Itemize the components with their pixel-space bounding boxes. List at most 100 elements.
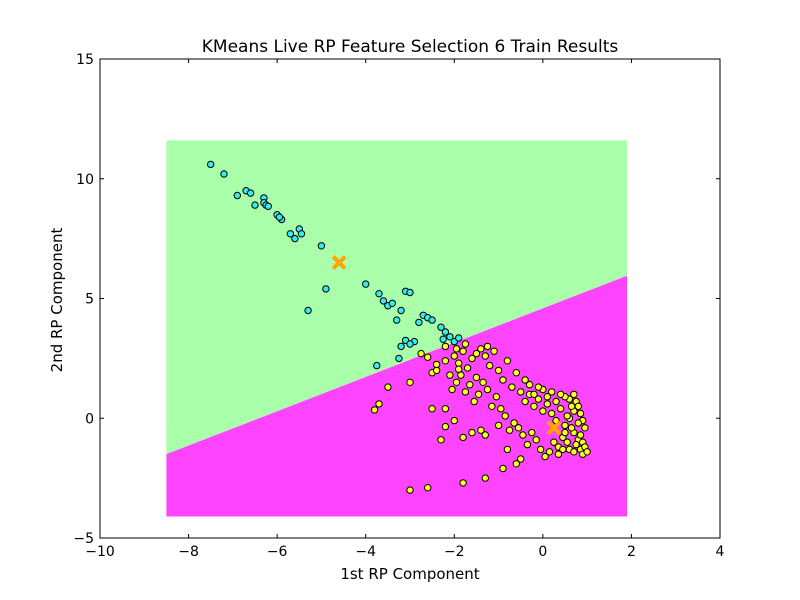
data-point-cluster-1: [556, 405, 565, 413]
data-point-cluster-1: [428, 405, 436, 413]
data-point-cluster-0: [406, 340, 414, 348]
data-point-cluster-1: [455, 359, 463, 367]
data-point-cluster-1: [536, 445, 545, 454]
data-point-cluster-1: [459, 479, 467, 487]
data-point-cluster-1: [567, 424, 576, 432]
data-point-cluster-0: [286, 230, 295, 238]
data-point-cluster-0: [297, 230, 306, 238]
data-point-cluster-1: [468, 428, 476, 437]
data-point-cluster-0: [415, 318, 423, 327]
data-point-cluster-1: [505, 426, 514, 434]
data-point-cluster-1: [499, 464, 507, 473]
y-tick-label: −5: [73, 531, 94, 547]
data-point-cluster-1: [517, 388, 525, 396]
data-point-cluster-1: [461, 388, 470, 396]
data-point-cluster-0: [322, 285, 330, 293]
data-point-cluster-1: [581, 424, 589, 432]
data-point-cluster-1: [521, 376, 529, 384]
data-point-cluster-1: [567, 402, 576, 410]
data-point-cluster-1: [452, 345, 461, 353]
data-point-cluster-1: [499, 376, 507, 384]
data-point-cluster-0: [439, 335, 447, 343]
data-point-cluster-1: [501, 412, 509, 420]
data-point-cluster-0: [397, 306, 405, 315]
data-point-cluster-1: [446, 371, 454, 379]
data-point-cluster-1: [472, 349, 481, 358]
data-point-cluster-1: [514, 424, 523, 432]
chart-title: KMeans Live RP Feature Selection 6 Train…: [202, 37, 619, 57]
data-point-cluster-1: [534, 395, 543, 403]
data-point-cluster-0: [264, 202, 272, 211]
x-tick-label: 2: [627, 544, 636, 560]
data-point-cluster-1: [490, 347, 498, 355]
data-point-cluster-1: [483, 385, 492, 394]
data-point-cluster-1: [450, 416, 458, 425]
data-point-cluster-1: [459, 433, 467, 442]
data-point-cluster-1: [517, 455, 525, 463]
data-point-cluster-0: [291, 234, 299, 243]
data-point-cluster-1: [525, 381, 534, 389]
data-point-cluster-1: [519, 431, 527, 439]
centroid-marker: [331, 255, 347, 270]
data-point-cluster-1: [572, 440, 580, 449]
data-point-cluster-1: [541, 452, 549, 461]
data-point-cluster-1: [463, 364, 472, 372]
data-point-cluster-1: [481, 474, 489, 482]
scatter-points: [207, 160, 591, 494]
data-point-cluster-1: [477, 345, 485, 353]
data-point-cluster-1: [530, 402, 538, 410]
data-point-cluster-1: [497, 405, 505, 413]
data-point-cluster-0: [304, 306, 312, 315]
data-point-cluster-1: [424, 353, 432, 361]
data-point-cluster-1: [477, 426, 485, 434]
data-point-cluster-1: [441, 405, 450, 413]
data-point-cluster-0: [362, 280, 370, 288]
data-point-cluster-1: [563, 412, 571, 420]
data-point-cluster-0: [446, 333, 454, 341]
data-point-cluster-1: [455, 365, 463, 373]
data-point-cluster-0: [375, 290, 383, 298]
data-point-cluster-1: [384, 383, 392, 391]
data-point-cluster-1: [432, 366, 441, 375]
data-point-cluster-1: [459, 347, 467, 355]
data-point-cluster-1: [576, 409, 585, 418]
data-point-cluster-0: [246, 189, 255, 197]
data-point-cluster-0: [393, 316, 401, 324]
data-point-cluster-1: [406, 486, 414, 494]
data-point-cluster-1: [554, 450, 563, 458]
data-point-cluster-1: [556, 390, 565, 398]
data-point-cluster-1: [510, 419, 518, 427]
y-axis-label: 2nd RP Component: [48, 228, 66, 373]
data-point-cluster-1: [534, 383, 543, 391]
data-point-cluster-0: [441, 328, 450, 336]
data-point-cluster-1: [479, 378, 487, 386]
data-point-cluster-0: [317, 242, 326, 250]
centroid-markers: [331, 255, 562, 436]
data-point-cluster-1: [375, 400, 383, 408]
data-point-cluster-1: [574, 419, 582, 427]
data-point-cluster-1: [512, 369, 520, 377]
y-tick-label: 15: [76, 52, 94, 68]
data-point-cluster-0: [455, 334, 463, 342]
data-point-cluster-1: [494, 366, 503, 375]
x-axis-label: 1st RP Component: [340, 565, 479, 583]
data-point-cluster-1: [424, 484, 432, 492]
data-point-cluster-0: [379, 297, 388, 305]
data-point-cluster-1: [539, 407, 547, 415]
data-point-cluster-1: [512, 460, 520, 468]
data-point-cluster-1: [448, 385, 456, 394]
data-point-cluster-0: [373, 361, 381, 370]
data-point-cluster-1: [470, 397, 478, 406]
data-point-cluster-1: [561, 421, 569, 430]
data-point-cluster-1: [370, 406, 379, 414]
data-point-cluster-1: [530, 390, 538, 398]
centroid-marker: [546, 420, 562, 436]
data-point-cluster-1: [468, 354, 476, 363]
x-tick-label: 0: [538, 544, 547, 560]
data-point-cluster-1: [417, 349, 425, 358]
data-point-cluster-1: [532, 436, 540, 444]
data-point-cluster-0: [220, 170, 228, 178]
data-point-cluster-1: [441, 422, 450, 431]
data-point-cluster-1: [583, 448, 591, 456]
data-point-cluster-0: [275, 213, 284, 221]
